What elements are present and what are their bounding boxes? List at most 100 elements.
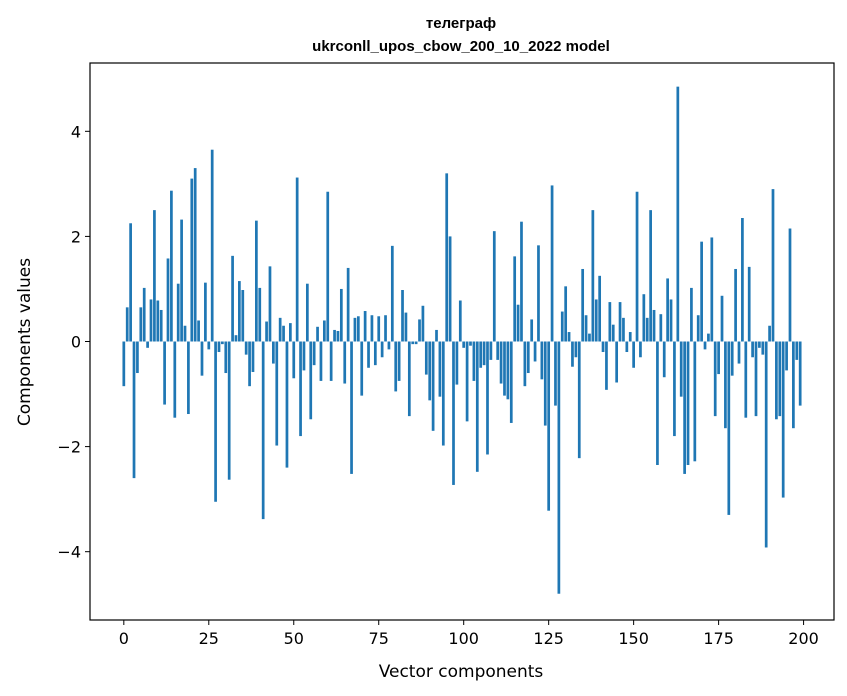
x-tick-label: 100 — [448, 629, 479, 648]
bar — [390, 245, 394, 342]
bar — [122, 341, 126, 387]
bar — [659, 314, 663, 342]
bar — [622, 317, 625, 342]
y-tick-label: 2 — [71, 227, 81, 246]
bar — [649, 210, 652, 342]
x-tick-label: 50 — [284, 629, 304, 648]
bar — [227, 341, 231, 480]
bar — [373, 341, 377, 366]
bar — [489, 341, 493, 360]
bar — [424, 341, 428, 375]
bar — [265, 321, 268, 342]
bar — [180, 219, 183, 342]
bar — [272, 341, 275, 364]
bar — [550, 185, 554, 342]
bar — [241, 290, 245, 342]
bar — [183, 325, 187, 342]
bar — [486, 341, 489, 455]
bar — [645, 317, 649, 342]
bar — [407, 341, 411, 417]
bar — [285, 341, 289, 468]
bar — [418, 319, 421, 342]
bar — [305, 283, 309, 342]
bar — [737, 341, 741, 364]
bar — [642, 294, 646, 342]
bar — [238, 281, 241, 342]
bar — [136, 341, 139, 374]
bar — [693, 341, 697, 462]
bar — [516, 304, 520, 342]
bar — [156, 300, 160, 342]
bar — [543, 341, 547, 426]
bar — [258, 287, 262, 342]
bar — [635, 191, 639, 342]
bar — [625, 341, 629, 353]
bar — [458, 300, 462, 342]
chart-title-group: телеграф ukrconll_upos_cbow_200_10_2022 … — [312, 15, 610, 55]
bar — [564, 286, 568, 342]
bar — [506, 341, 510, 400]
bar — [547, 341, 551, 511]
bar — [741, 218, 744, 342]
bar — [204, 282, 207, 342]
bar — [292, 341, 296, 379]
bar — [792, 341, 795, 429]
bar — [356, 316, 360, 342]
bar — [754, 341, 758, 417]
bar — [475, 341, 479, 472]
bar — [360, 341, 364, 396]
bar — [190, 178, 194, 342]
bar — [730, 341, 734, 376]
bar — [336, 330, 340, 342]
bar — [734, 268, 737, 342]
bar — [333, 329, 336, 342]
bar — [125, 307, 129, 342]
bars-group — [122, 86, 802, 594]
x-tick-label: 175 — [703, 629, 734, 648]
bar — [523, 341, 527, 387]
bar — [268, 266, 272, 342]
bar — [571, 341, 574, 367]
bar — [380, 341, 384, 358]
bar — [302, 341, 306, 371]
bar — [605, 341, 608, 390]
x-tick-label: 75 — [369, 629, 389, 648]
bar — [363, 311, 367, 342]
bar — [540, 341, 544, 380]
bar — [255, 220, 258, 342]
bar — [520, 221, 523, 342]
bar — [798, 341, 802, 406]
bar — [591, 210, 595, 342]
x-tick-label: 0 — [119, 629, 129, 648]
bar — [608, 302, 612, 342]
bar — [414, 341, 418, 345]
bar — [251, 341, 255, 372]
bar — [679, 341, 683, 397]
bar — [149, 299, 153, 342]
bar — [309, 341, 313, 420]
bar — [696, 315, 700, 342]
bar — [618, 302, 622, 342]
bar — [231, 255, 234, 342]
bar — [581, 268, 585, 342]
x-axis-label: Vector components — [379, 662, 544, 682]
y-tick-label: −4 — [57, 543, 81, 562]
bar — [785, 341, 788, 371]
bar — [788, 228, 792, 342]
bar — [526, 341, 530, 374]
bar — [217, 341, 221, 353]
bar — [700, 241, 703, 342]
bar — [727, 341, 731, 515]
bar — [533, 341, 537, 362]
bar — [479, 341, 483, 368]
bar — [707, 333, 710, 342]
bar — [244, 341, 248, 355]
bar — [224, 341, 228, 374]
bar — [771, 189, 775, 342]
bar — [370, 315, 374, 342]
bar — [768, 325, 771, 342]
bar — [248, 341, 251, 387]
bar — [207, 341, 211, 350]
y-tick-label: 4 — [71, 122, 81, 141]
